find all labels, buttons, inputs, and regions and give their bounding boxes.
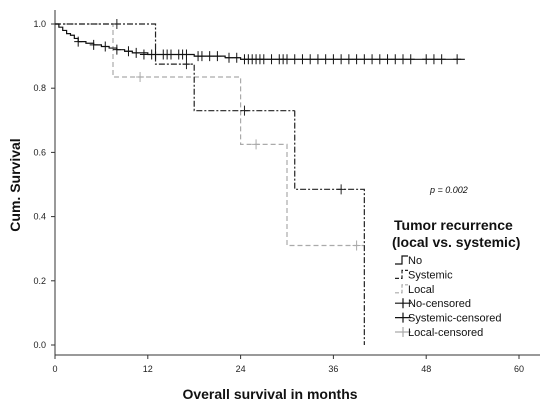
legend-swatch (395, 284, 408, 294)
legend-swatch (395, 269, 408, 279)
legend-label: Systemic (408, 269, 453, 281)
censor-mark-no (453, 54, 462, 65)
censor-mark-no (290, 54, 299, 65)
tick-group: 0 12 24 36 48 60 0.0 0.2 0.4 0.6 0.8 1.0 (33, 19, 524, 374)
censor-mark-no (429, 54, 438, 65)
y-tick-label: 0.4 (33, 212, 46, 222)
censor-mark-no (101, 41, 110, 52)
legend: Tumor recurrence (local vs. systemic) No… (392, 217, 520, 339)
censor-mark-no (313, 54, 322, 65)
censor-mark-no (391, 54, 400, 65)
censor-mark-no (89, 39, 98, 50)
x-tick-label: 48 (421, 364, 431, 374)
censor-mark-no (167, 49, 175, 60)
legend-label: Local (408, 284, 434, 296)
censor-mark-systemic (182, 59, 191, 70)
legend-swatch (395, 327, 411, 337)
legend-label: No-censored (408, 298, 471, 310)
legend-label: Systemic-censored (408, 313, 502, 325)
legend-title-line1: Tumor recurrence (394, 217, 513, 233)
censor-mark-no (437, 54, 446, 65)
censor-mark-no (321, 54, 330, 65)
x-tick-label: 12 (143, 364, 153, 374)
y-tick-label: 0.8 (33, 83, 46, 93)
y-tick-label: 0.6 (33, 147, 46, 157)
censor-mark-no (139, 49, 148, 60)
series-line-systemic-tail (294, 110, 365, 345)
y-tick-label: 1.0 (33, 19, 46, 29)
censor-mark-no (399, 54, 407, 65)
censor-mark-no (132, 47, 141, 58)
censor-mark-no (124, 46, 133, 57)
censor-mark-no (267, 54, 276, 65)
censor-mark-no (197, 51, 206, 62)
x-axis-title: Overall survival in months (182, 386, 357, 402)
censor-mark-no (406, 54, 415, 65)
censor-mark-no (360, 54, 369, 65)
censor-mark-no (368, 54, 377, 65)
censor-mark-systemic (112, 19, 121, 29)
censor-mark-local (252, 139, 261, 150)
censor-mark-no (205, 51, 214, 62)
censor-mark-no (225, 52, 233, 63)
x-tick-label: 24 (236, 364, 246, 374)
y-axis-title: Cum. Survival (7, 138, 23, 231)
censor-mark-no (306, 54, 315, 65)
legend-label: No (408, 255, 422, 267)
censor-mark-systemic (240, 105, 249, 116)
censor-mark-no (112, 44, 121, 55)
censor-mark-no (232, 52, 241, 63)
y-tick-label: 0.0 (33, 340, 46, 350)
series-line-systemic (55, 23, 295, 112)
censor-mark-no (151, 49, 160, 60)
y-tick-label: 0.2 (33, 276, 46, 286)
censor-mark-no (213, 51, 222, 62)
censor-mark-no (259, 54, 268, 65)
legend-swatch (395, 312, 411, 323)
p-value-annotation: p = 0.002 (429, 185, 468, 195)
censor-mark-no (298, 54, 307, 65)
censor-mark-local (352, 240, 361, 251)
censor-mark-no (329, 54, 338, 65)
curve-group (55, 19, 465, 345)
censor-mark-no (283, 54, 291, 65)
x-tick-label: 0 (52, 364, 57, 374)
legend-swatch (395, 255, 408, 265)
censor-mark-no (337, 54, 346, 65)
censor-mark-no (352, 54, 361, 65)
x-tick-label: 60 (514, 364, 524, 374)
censor-mark-no (422, 54, 431, 65)
x-tick-label: 36 (328, 364, 338, 374)
censor-mark-no (383, 54, 392, 65)
censor-mark-no (182, 49, 191, 60)
censor-mark-no (344, 54, 353, 65)
censor-mark-no (74, 36, 83, 47)
legend-swatch (395, 298, 411, 309)
legend-label: Local-censored (408, 327, 483, 339)
legend-title-line2: (local vs. systemic) (392, 234, 520, 250)
censor-mark-no (375, 54, 384, 65)
censor-mark-local (136, 71, 145, 82)
series-line-local (55, 23, 365, 247)
